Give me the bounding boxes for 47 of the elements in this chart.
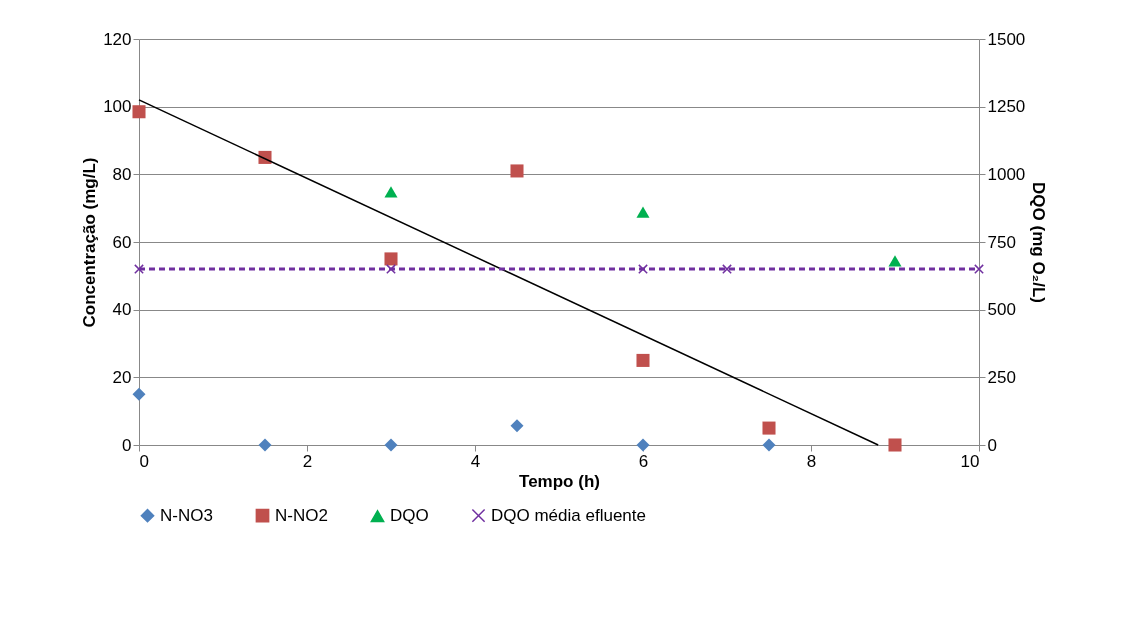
y2-tick-label: 500: [987, 300, 1016, 320]
point: [638, 264, 648, 274]
point: [134, 264, 144, 274]
point: [888, 255, 902, 267]
point: [384, 438, 398, 452]
point: [386, 264, 396, 274]
y-tick-label: 20: [112, 367, 132, 387]
point: [384, 186, 398, 198]
point: [722, 264, 732, 274]
point: [762, 421, 776, 435]
point: [636, 353, 650, 367]
y-tick-label: 60: [112, 232, 132, 252]
x-tick-label: 8: [806, 451, 817, 471]
point: [762, 438, 776, 452]
x-tick-label: 6: [638, 451, 649, 471]
point: [636, 438, 650, 452]
legend-label: N-NO2: [275, 505, 328, 525]
point: [510, 164, 524, 178]
y2-tick-label: 1500: [987, 29, 1026, 49]
x-tick-label: 2: [302, 451, 313, 471]
legend-label: N-NO3: [160, 505, 213, 525]
y-tick-label: 40: [112, 300, 132, 320]
legend-label: DQO média efluente: [491, 505, 646, 525]
y-tick-label: 100: [103, 97, 132, 117]
y2-tick-label: 250: [987, 367, 1016, 387]
y2-tick-label: 750: [987, 232, 1016, 252]
point: [132, 387, 146, 401]
y2-tick-label: 1250: [987, 97, 1026, 117]
legend-label: DQO: [390, 506, 429, 526]
x-tick-label: 10: [960, 451, 980, 471]
y2-axis-title: DQO (mg O₂/L): [1029, 182, 1049, 303]
y-tick-label: 80: [112, 164, 132, 184]
point: [974, 264, 984, 274]
y-tick-label: 120: [103, 29, 132, 49]
x-tick-label: 4: [470, 451, 481, 471]
x-tick-label: 0: [139, 451, 149, 471]
point: [636, 206, 650, 218]
point: [258, 438, 272, 452]
y-tick-label: 0: [122, 435, 132, 455]
point: [510, 419, 524, 433]
y-axis-title: Concentração (mg/L): [80, 157, 100, 328]
y2-tick-label: 0: [987, 435, 997, 455]
point: [384, 252, 398, 266]
x-axis-title: Tempo (h): [519, 471, 600, 491]
point: [132, 105, 146, 119]
y2-tick-label: 1000: [987, 164, 1026, 184]
point: [888, 438, 902, 452]
